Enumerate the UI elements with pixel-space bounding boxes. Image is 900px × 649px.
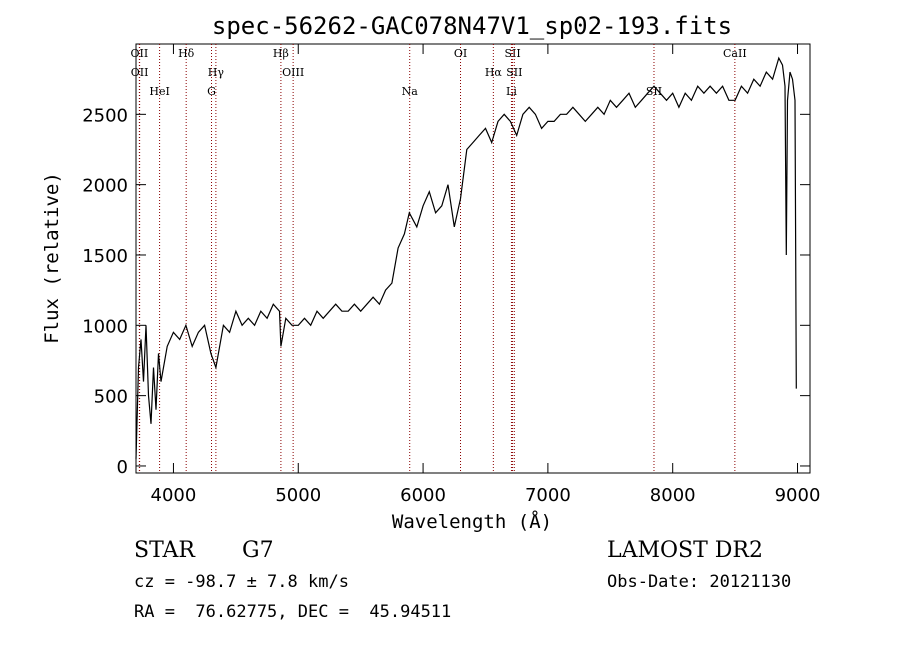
x-tick-label: 8000 xyxy=(650,485,696,506)
line-markers: OIIOIIHeIHδHγGHβOIIINaOIHαLiSIISIISIICaI… xyxy=(131,44,747,473)
line-marker-label: G xyxy=(207,85,216,98)
plot-frame xyxy=(135,43,811,474)
y-axis-label: Flux (relative) xyxy=(41,172,63,344)
line-marker-label: OII xyxy=(131,66,149,79)
object-subclass: G7 xyxy=(242,538,274,563)
line-marker-label: SII xyxy=(506,66,522,79)
survey-name: LAMOST DR2 xyxy=(607,538,763,563)
x-tick-label: 7000 xyxy=(525,485,571,506)
line-marker-label: Li xyxy=(506,85,517,98)
y-tick-label: 0 xyxy=(117,457,128,478)
line-marker-label: Hα xyxy=(485,66,503,79)
y-tick-label: 1500 xyxy=(82,246,128,267)
y-tick-label: 2000 xyxy=(82,176,128,197)
line-marker-label: Na xyxy=(402,85,419,98)
y-tick-label: 1000 xyxy=(82,316,128,337)
x-tick-label: 5000 xyxy=(275,485,321,506)
spectrum-line xyxy=(135,56,797,459)
line-marker-label: Hγ xyxy=(208,66,225,79)
x-tick-label: 6000 xyxy=(400,485,446,506)
observation-date: Obs-Date: 20121130 xyxy=(607,572,792,592)
line-marker-label: Hβ xyxy=(273,47,289,60)
x-axis-label: Wavelength (Å) xyxy=(392,510,552,533)
series-layer xyxy=(135,56,797,459)
line-marker-label: OIII xyxy=(282,66,304,79)
line-marker-label: HeI xyxy=(149,85,169,98)
redshift-info: cz = -98.7 ± 7.8 km/s xyxy=(134,572,349,592)
axis-ticks: 4000 5000 6000 7000 8000 9000 0 500 1000 1500 2000… xyxy=(82,44,820,506)
y-tick-label: 2500 xyxy=(82,105,128,126)
object-type: STAR xyxy=(134,538,195,563)
coordinates: RA = 76.62775, DEC = 45.94511 xyxy=(134,602,452,622)
line-marker-label: SII xyxy=(504,47,520,60)
chart-title: spec-56262-GAC078N47V1_sp02-193.fits xyxy=(212,12,732,40)
x-tick-label: 9000 xyxy=(775,485,821,506)
line-marker-label: CaII xyxy=(723,47,747,60)
spectrum-chart: spec-56262-GAC078N47V1_sp02-193.fits OII… xyxy=(41,12,820,533)
y-tick-label: 500 xyxy=(94,387,128,408)
line-marker-label: Hδ xyxy=(178,47,195,60)
line-marker-label: SII xyxy=(646,85,662,98)
line-marker-label: OI xyxy=(454,47,467,60)
x-tick-label: 4000 xyxy=(151,485,197,506)
